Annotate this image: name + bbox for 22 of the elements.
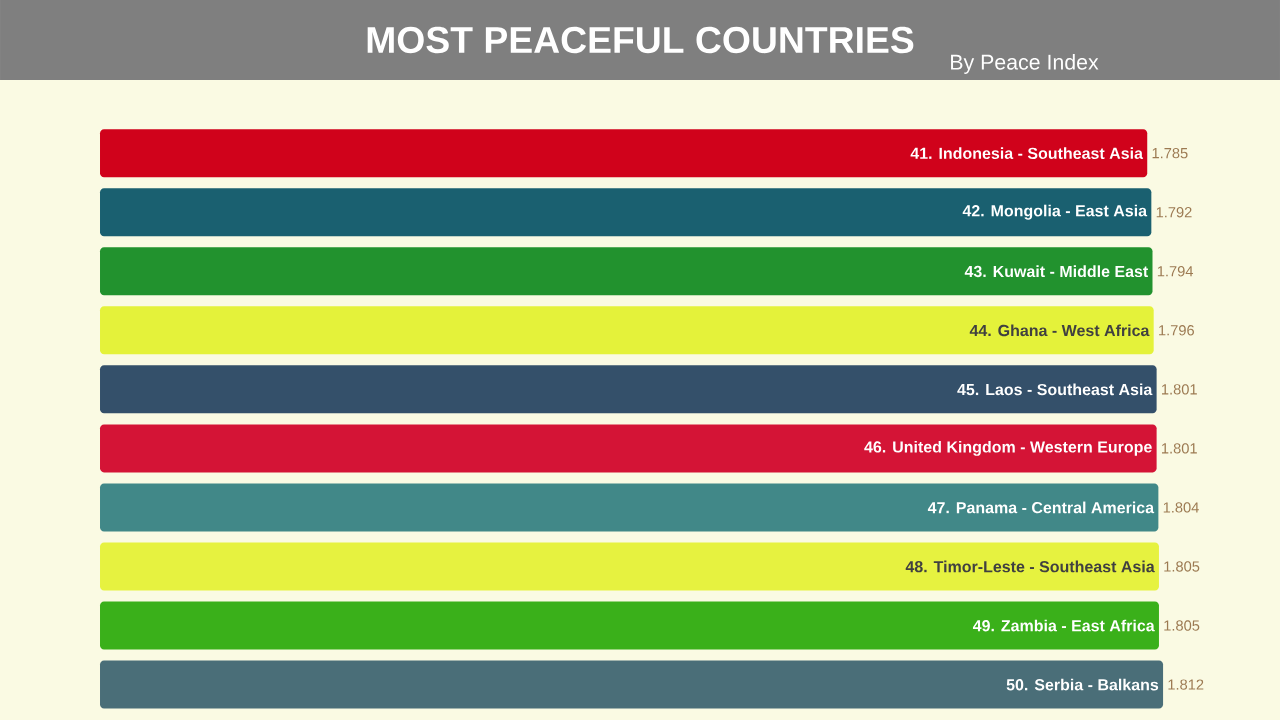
y-tick-label: 43. Kuwait - Middle East xyxy=(964,265,1149,278)
data-label: 1.812 xyxy=(1168,679,1204,690)
chart-subtitle: By Peace Index xyxy=(951,54,1099,74)
y-tick-label: 49. Zambia - East Africa xyxy=(972,619,1155,632)
data-label: 1.785 xyxy=(1152,147,1188,159)
y-tick-label: 45. Laos - Southeast Asia xyxy=(957,383,1153,396)
data-label: 1.804 xyxy=(1163,502,1199,513)
y-tick-label: 46. United Kingdom - Western Europe xyxy=(864,440,1152,456)
data-label: 1.796 xyxy=(1159,325,1194,336)
data-label: 1.792 xyxy=(1156,207,1192,218)
data-label: 1.794 xyxy=(1157,266,1194,277)
y-tick-label: 47. Panama - Central America xyxy=(927,501,1155,514)
y-tick-label: 50. Serbia - Balkans xyxy=(1006,678,1159,691)
data-label: 1.801 xyxy=(1161,443,1197,454)
data-label: 1.805 xyxy=(1164,620,1200,631)
y-tick-label: 41. Indonesia - Southeast Asia xyxy=(910,147,1144,159)
chart-title: MOST PEACEFUL COUNTRIES xyxy=(367,26,914,54)
y-tick-label: 48. Timor-Leste - Southeast Asia xyxy=(905,560,1155,573)
data-label: 1.805 xyxy=(1164,561,1200,572)
y-tick-label: 42. Mongolia - East Asia xyxy=(962,204,1148,220)
y-tick-label: 44. Ghana - West Africa xyxy=(969,324,1150,337)
data-label: 1.801 xyxy=(1161,384,1197,395)
